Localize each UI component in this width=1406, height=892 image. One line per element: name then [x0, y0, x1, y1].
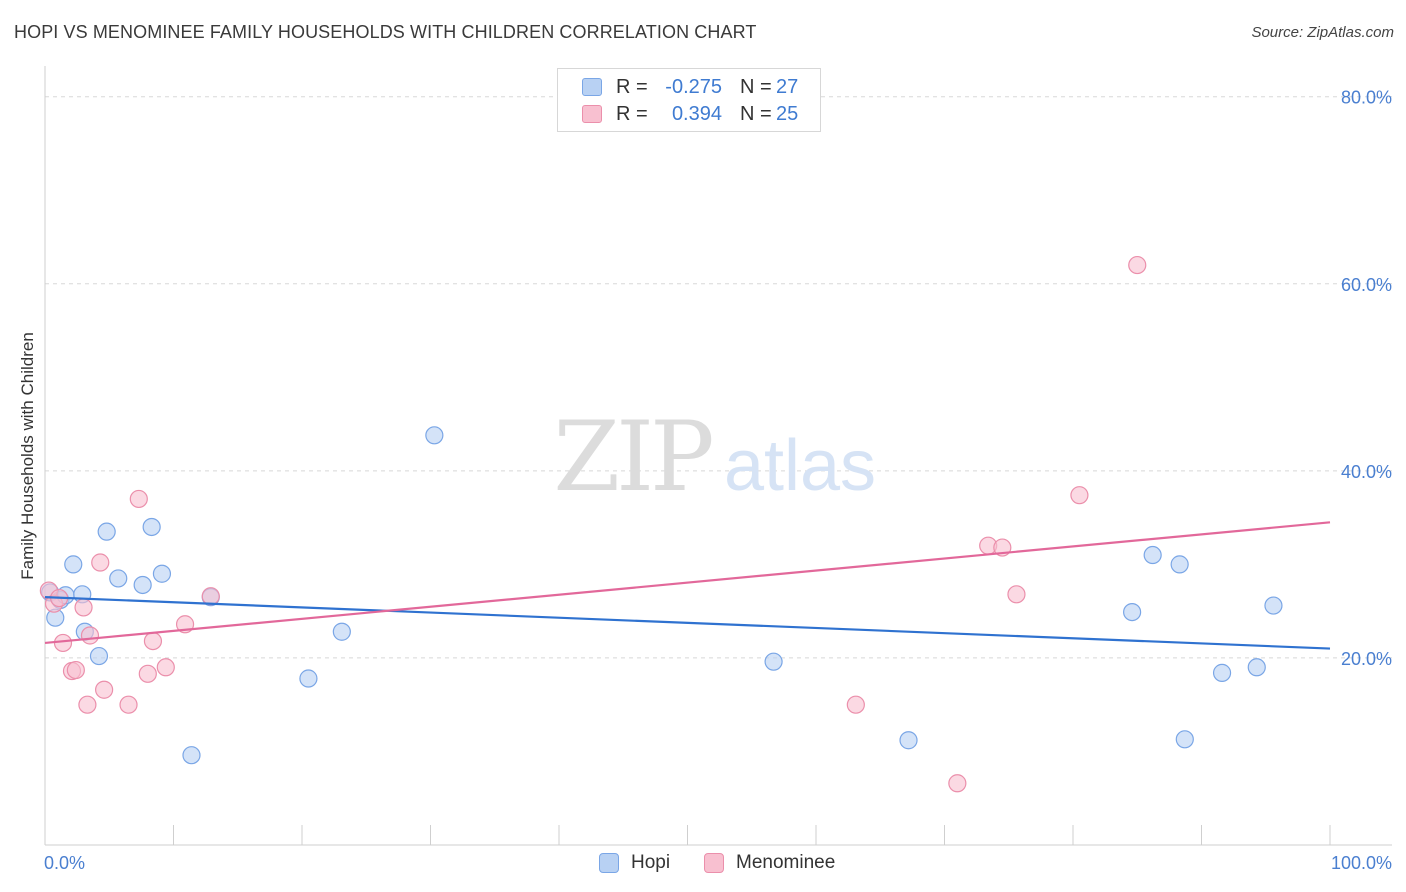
menominee-point — [201, 587, 220, 606]
legend-item-hopi[interactable]: Hopi — [599, 852, 670, 874]
r-value: -0.275 — [665, 75, 722, 98]
hopi-point — [97, 522, 116, 541]
menominee-point — [95, 680, 114, 699]
menominee-point — [66, 660, 85, 680]
hopi-point — [764, 652, 783, 671]
n-value: 25 — [776, 102, 799, 125]
hopi-point — [64, 555, 83, 574]
menominee-point — [846, 695, 865, 714]
hopi-point — [1264, 596, 1283, 615]
n-label: N = — [740, 75, 772, 98]
menominee-point — [1128, 255, 1147, 275]
menominee-series — [39, 255, 1147, 793]
hopi-point — [133, 575, 152, 595]
hopi-point — [332, 622, 351, 641]
r-label: R = — [616, 75, 648, 98]
correlation-legend: R = -0.275 N = 27 R = 0.394 N = 25 — [557, 68, 821, 132]
hopi-swatch — [582, 78, 602, 96]
hopi-point — [89, 646, 109, 666]
menominee-point — [74, 598, 93, 617]
chart-title: HOPI VS MENOMINEE FAMILY HOUSEHOLDS WITH… — [14, 22, 757, 42]
menominee-swatch — [582, 105, 602, 123]
tick-labels: 20.0% 40.0% 60.0% 80.0% 0.0% 100.0% — [44, 88, 1392, 873]
y-tick-label: 40.0% — [1341, 462, 1392, 482]
hopi-point — [299, 669, 318, 688]
menominee-point — [53, 633, 73, 653]
hopi-point — [142, 517, 161, 537]
watermark: ZIP atlas — [553, 401, 876, 513]
n-label: N = — [740, 102, 772, 125]
axes — [44, 66, 1392, 846]
menominee-point — [1070, 486, 1089, 505]
hopi-point — [1143, 545, 1162, 565]
r-value: 0.394 — [671, 102, 722, 125]
menominee-point — [948, 774, 967, 793]
watermark-zip: ZIP — [553, 401, 712, 513]
hopi-point — [109, 569, 128, 588]
menominee-point — [1007, 585, 1026, 604]
menominee-point — [138, 664, 157, 683]
menominee-trendline — [44, 521, 1331, 645]
r-label: R = — [616, 102, 648, 125]
hopi-legend-label: Hopi — [631, 852, 671, 873]
menominee-point — [91, 553, 110, 572]
hopi-point — [152, 564, 172, 583]
hopi-point — [1247, 658, 1266, 677]
legend-row-menominee: R = 0.394 N = 25 — [582, 102, 798, 126]
hopi-point — [899, 731, 918, 750]
hopi-point — [1123, 602, 1142, 622]
hopi-point — [182, 746, 201, 765]
hopi-point — [1212, 663, 1232, 682]
y-tick-label: 80.0% — [1341, 88, 1392, 108]
hopi-legend-swatch — [599, 853, 619, 873]
menominee-point — [78, 695, 97, 714]
hopi-point — [1175, 730, 1194, 749]
y-tick-label: 60.0% — [1341, 275, 1392, 295]
trendlines — [44, 521, 1331, 650]
menominee-point — [143, 631, 163, 651]
menominee-point — [129, 489, 148, 509]
series-legend: Hopi Menominee — [0, 852, 1406, 876]
y-tick-label: 20.0% — [1341, 649, 1392, 669]
hopi-point — [1170, 555, 1189, 574]
x-tick-label: 100.0% — [1331, 853, 1392, 873]
source-label: Source: ZipAtlas.com — [1251, 24, 1394, 41]
menominee-legend-swatch — [704, 853, 724, 873]
hopi-point — [425, 426, 444, 445]
watermark-atlas: atlas — [724, 426, 876, 506]
hopi-trendline — [44, 596, 1331, 650]
menominee-point — [119, 695, 138, 714]
gridlines — [45, 96, 1392, 659]
legend-row-hopi: R = -0.275 N = 27 — [582, 75, 798, 99]
x-tick-label: 0.0% — [44, 853, 85, 873]
n-value: 27 — [776, 75, 799, 98]
menominee-point — [80, 626, 100, 645]
menominee-point — [156, 658, 175, 677]
legend-item-menominee[interactable]: Menominee — [704, 852, 835, 874]
menominee-legend-label: Menominee — [736, 852, 836, 873]
